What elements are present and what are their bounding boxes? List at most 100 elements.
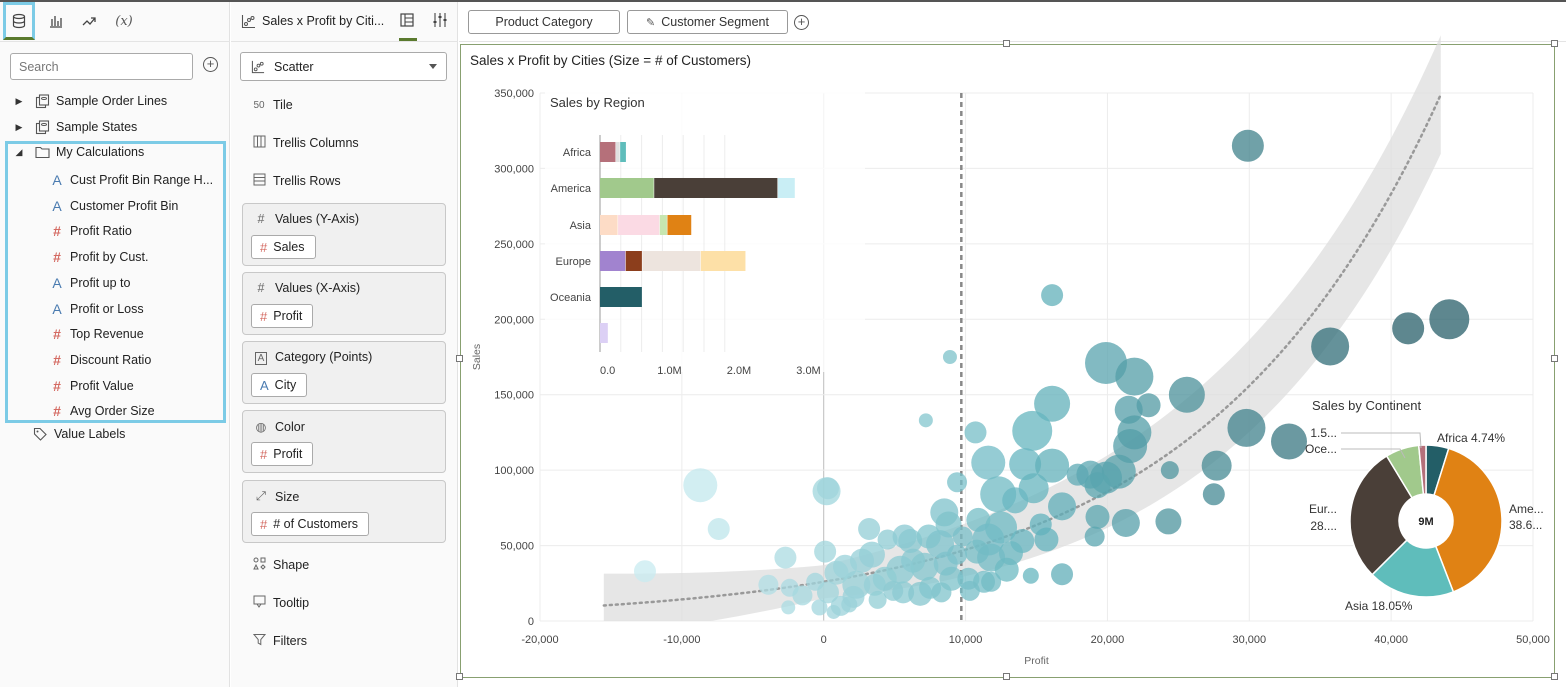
scatter-point [1271,423,1308,460]
grammar-section[interactable]: ⤢ Size # # of Customers [242,480,446,543]
field-pill-label: Profit [273,309,303,323]
calculation-item[interactable]: # Discount Ratio [50,348,151,372]
measure-icon: # [260,516,268,532]
collapse-triangle-icon[interactable]: ◢ [15,146,23,157]
filters-option[interactable]: Filters [251,631,307,651]
inset-bar-segment [667,215,692,235]
calculation-item[interactable]: # Top Revenue [50,322,144,346]
scatter-point [868,590,887,609]
trellis-rows-option[interactable]: Trellis Rows [251,171,341,191]
calculation-label: Top Revenue [70,327,144,342]
add-data-button[interactable]: + [203,57,218,72]
inset-bar-segment [600,178,655,198]
resize-handle-right[interactable] [1551,355,1558,362]
calculation-item[interactable]: A Profit or Loss [50,297,143,321]
funnel-icon [251,633,267,649]
field-pill[interactable]: # Sales [251,235,316,259]
scatter-point [1009,448,1042,481]
sales-by-continent-chart: Sales by Continent 9M Africa 4.74% Ame... 38… [1305,398,1544,613]
inset-category-label: Europe [556,256,591,268]
calculation-item[interactable]: # Avg Order Size [50,399,154,423]
scatter-point [863,573,886,596]
trellis-columns-option[interactable]: Trellis Columns [251,133,359,153]
scatter-point [814,540,837,563]
visualizations-tab[interactable] [40,2,72,40]
resize-handle-bottom[interactable] [1003,673,1010,680]
scatter-point [816,477,839,500]
calculation-item[interactable]: # Profit by Cust. [50,245,148,269]
value-labels-item[interactable]: Value Labels [32,422,125,446]
expand-triangle-icon[interactable]: ▶ [15,95,23,106]
scatter-point [811,599,828,616]
calculation-item[interactable]: A Profit up to [50,271,130,295]
palette-icon: ◍ [255,420,267,434]
inset-x-tick: 0.0 [600,365,615,377]
calculation-item[interactable]: # Profit Value [50,374,134,398]
scatter-point [952,526,973,547]
inset-bar-segment [642,251,701,271]
pin-icon: ✎ [646,16,656,29]
dataset-icon [34,119,50,135]
inset-bar-segment [618,215,660,235]
trellis-columns-label: Trellis Columns [273,136,359,150]
filter-chip-customer-segment[interactable]: ✎ Customer Segment [627,10,788,34]
scatter-point [830,595,851,616]
resize-handle-bottom-right[interactable] [1551,673,1558,680]
inset-category-label: America [551,183,592,195]
measure-icon: # [260,308,268,324]
sales-by-region-chart: Sales by Region 0.0 1.0M 2.0M 3.0M Africa Amer… [545,92,865,377]
tile-option[interactable]: 50 Tile [251,95,292,115]
scatter-point [926,530,955,559]
size-icon: ⤢ [255,489,266,503]
filter-chip-product-category[interactable]: Product Category [468,10,620,34]
data-tab[interactable] [3,2,35,40]
resize-handle-bottom-left[interactable] [456,673,463,680]
chart-type-select[interactable]: Scatter [240,52,447,81]
calculation-item[interactable]: # Profit Ratio [50,219,132,243]
grammar-tab[interactable] [399,12,417,41]
source-item-sample-order-lines[interactable]: ▶ Sample Order Lines [14,89,167,113]
resize-handle-left[interactable] [456,355,463,362]
expand-triangle-icon[interactable]: ▶ [15,121,23,132]
grammar-section[interactable]: # Values (Y-Axis) # Sales [242,203,446,266]
shape-option[interactable]: Shape [251,555,309,575]
section-title-label: Size [275,489,300,504]
grammar-section[interactable]: A Category (Points) A City [242,341,446,404]
source-item-sample-states[interactable]: ▶ Sample States [14,115,137,139]
search-input[interactable]: Search [10,53,193,80]
field-pill[interactable]: A City [251,373,308,397]
inset-background [545,92,865,372]
filter-chip-label: Product Category [495,15,593,29]
tooltip-option[interactable]: Tooltip [251,593,309,613]
resize-handle-top[interactable] [1003,40,1010,47]
analytics-tab[interactable] [73,2,105,40]
scatter-point [981,571,1002,592]
database-icon [12,13,26,29]
calculations-tab[interactable]: (x) [108,2,140,40]
field-pill[interactable]: # Profit [251,304,314,328]
plus-icon: + [206,56,215,71]
properties-tab[interactable] [432,12,450,30]
pie-label-america-pct: 38.6... [1509,518,1542,532]
field-pill[interactable]: # Profit [251,442,314,466]
folder-my-calculations[interactable]: ◢ My Calculations [14,140,145,164]
measure-icon: # [260,446,268,462]
inset-bar-segment [600,287,643,307]
add-filter-button[interactable]: + [794,15,809,30]
grammar-section[interactable]: # Values (X-Axis) # Profit [242,272,446,335]
trellis-rows-label: Trellis Rows [273,174,341,188]
scatter-point [898,529,923,554]
field-pill[interactable]: # # of Customers [251,512,369,536]
inset-bar-segment [659,215,668,235]
grammar-section[interactable]: ◍ Color # Profit [242,410,446,473]
scatter-point [1048,492,1077,521]
calculation-item[interactable]: A Customer Profit Bin [50,194,178,218]
calculation-item[interactable]: A Cust Profit Bin Range H... [50,168,213,192]
section-title: ⤢ Size [253,489,299,504]
field-pill-label: City [274,378,297,392]
resize-handle-top-right[interactable] [1551,40,1558,47]
scatter-point [1084,526,1105,547]
inset-bar-segment [600,251,626,271]
scatter-point [1202,483,1225,506]
